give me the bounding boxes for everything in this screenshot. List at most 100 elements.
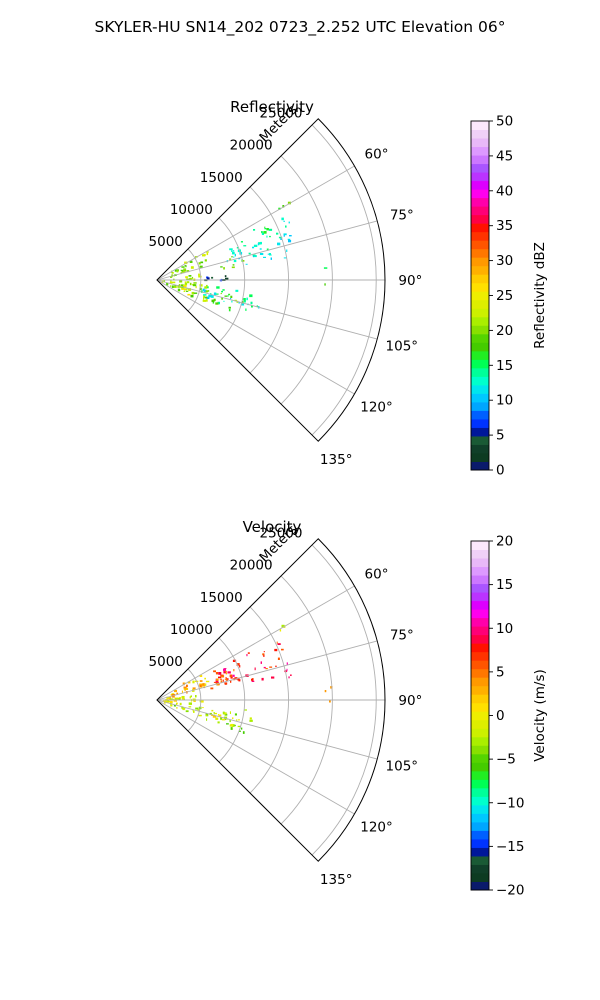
echo-gate: [183, 284, 187, 288]
colorbar-tick-label: −20: [496, 883, 525, 899]
echo-gate: [172, 272, 174, 274]
echo-gate: [283, 233, 287, 236]
echo-gate: [234, 677, 238, 680]
echo-gate: [233, 259, 237, 263]
colorbar-segment: [471, 617, 489, 627]
echo-gate: [171, 270, 173, 274]
echo-gate: [202, 299, 206, 302]
echo-gate: [234, 299, 237, 301]
colorbar-segment: [471, 762, 489, 772]
echo-gate: [289, 235, 292, 237]
colorbar-segment: [471, 838, 489, 848]
echo-gate: [253, 229, 256, 231]
echo-gate: [205, 714, 208, 716]
echo-gate: [234, 713, 237, 716]
echo-gate: [174, 269, 177, 272]
colorbar-tick-label: 15: [496, 358, 513, 374]
echo-gate: [193, 292, 198, 294]
colorbar-segment: [471, 316, 489, 326]
colorbar-tick-label: 10: [496, 393, 513, 409]
echo-gate: [228, 293, 231, 296]
echo-gate: [206, 252, 209, 256]
echo-gate: [183, 698, 185, 701]
echo-gate: [261, 232, 264, 235]
echo-gate: [231, 256, 233, 258]
colorbar-segment: [471, 583, 489, 593]
azimuth-tick-label: 135°: [320, 872, 353, 888]
colorbar-segment: [471, 308, 489, 318]
echo-gate: [205, 286, 209, 289]
colorbar-segment: [471, 359, 489, 369]
echo-gate: [217, 721, 220, 724]
echo-gate: [171, 285, 174, 288]
colorbar-segment: [471, 685, 489, 695]
echo-gate: [222, 679, 224, 682]
echo-gate: [229, 711, 231, 714]
echo-gate: [181, 271, 184, 273]
echo-gate: [215, 302, 219, 305]
echo-gate: [278, 207, 281, 210]
echo-gate: [203, 295, 205, 298]
echo-gate: [187, 681, 191, 684]
azimuth-tick-label: 120°: [360, 820, 393, 836]
echo-gate: [172, 698, 175, 700]
echo-gate: [223, 267, 225, 270]
colorbar-tick-label: 0: [496, 463, 505, 479]
echo-gate: [253, 255, 255, 258]
echo-gate: [204, 677, 206, 680]
colorbar-segment: [471, 172, 489, 182]
echo-gate: [176, 270, 179, 273]
colorbar-tick-label: 5: [496, 428, 505, 444]
echo-gate: [250, 301, 253, 305]
echo-gate: [166, 696, 170, 699]
echo-gate: [207, 290, 210, 292]
echo-gate: [246, 654, 248, 657]
echo-gate: [237, 677, 240, 681]
figure-title: SKYLER-HU SN14_202 0723_2.252 UTC Elevat…: [95, 18, 506, 37]
echo-gate: [241, 301, 244, 304]
colorbar-segment: [471, 566, 489, 576]
echo-gate: [187, 288, 191, 291]
colorbar-segment: [471, 146, 489, 156]
echo-gate: [243, 245, 247, 247]
echo-gate: [283, 220, 285, 222]
echo-gate: [259, 248, 262, 250]
echo-gate: [225, 672, 228, 675]
echo-gate: [204, 289, 207, 291]
echo-gate: [252, 246, 255, 249]
echo-gate: [163, 700, 165, 702]
colorbar-segment: [471, 376, 489, 386]
echo-gate: [219, 678, 223, 680]
echo-gate: [280, 238, 283, 240]
echo-gate: [186, 684, 188, 688]
sector-outline: [156, 538, 386, 862]
echo-gate: [324, 283, 326, 286]
echo-gate: [199, 685, 202, 687]
echo-gate: [229, 674, 233, 678]
colorbar-segment: [471, 214, 489, 224]
colorbar-segment: [471, 575, 489, 585]
echo-gate: [249, 294, 253, 298]
echo-gate: [170, 280, 172, 283]
echo-gate: [232, 659, 237, 662]
echo-gate: [193, 282, 197, 284]
echo-gate: [233, 256, 235, 258]
range-tick-label: 20000: [230, 138, 273, 154]
echo-gate: [212, 715, 217, 718]
echo-gate: [216, 286, 220, 289]
echo-gate: [263, 654, 265, 657]
colorbar-segment: [471, 435, 489, 445]
echo-gate: [261, 231, 263, 234]
echo-gate: [259, 253, 264, 255]
colorbar-tick-label: −5: [496, 752, 516, 768]
colorbar-tick-label: 0: [496, 708, 505, 724]
echo-gate: [178, 286, 182, 288]
colorbar-segment: [471, 796, 489, 806]
colorbar-segment: [471, 660, 489, 670]
echo-gate: [203, 254, 206, 257]
echo-gate: [231, 250, 233, 252]
colorbar-tick-label: 5: [496, 664, 505, 680]
echo-gate: [221, 718, 226, 721]
echo-gate: [258, 242, 262, 245]
echo-gate: [166, 282, 169, 286]
